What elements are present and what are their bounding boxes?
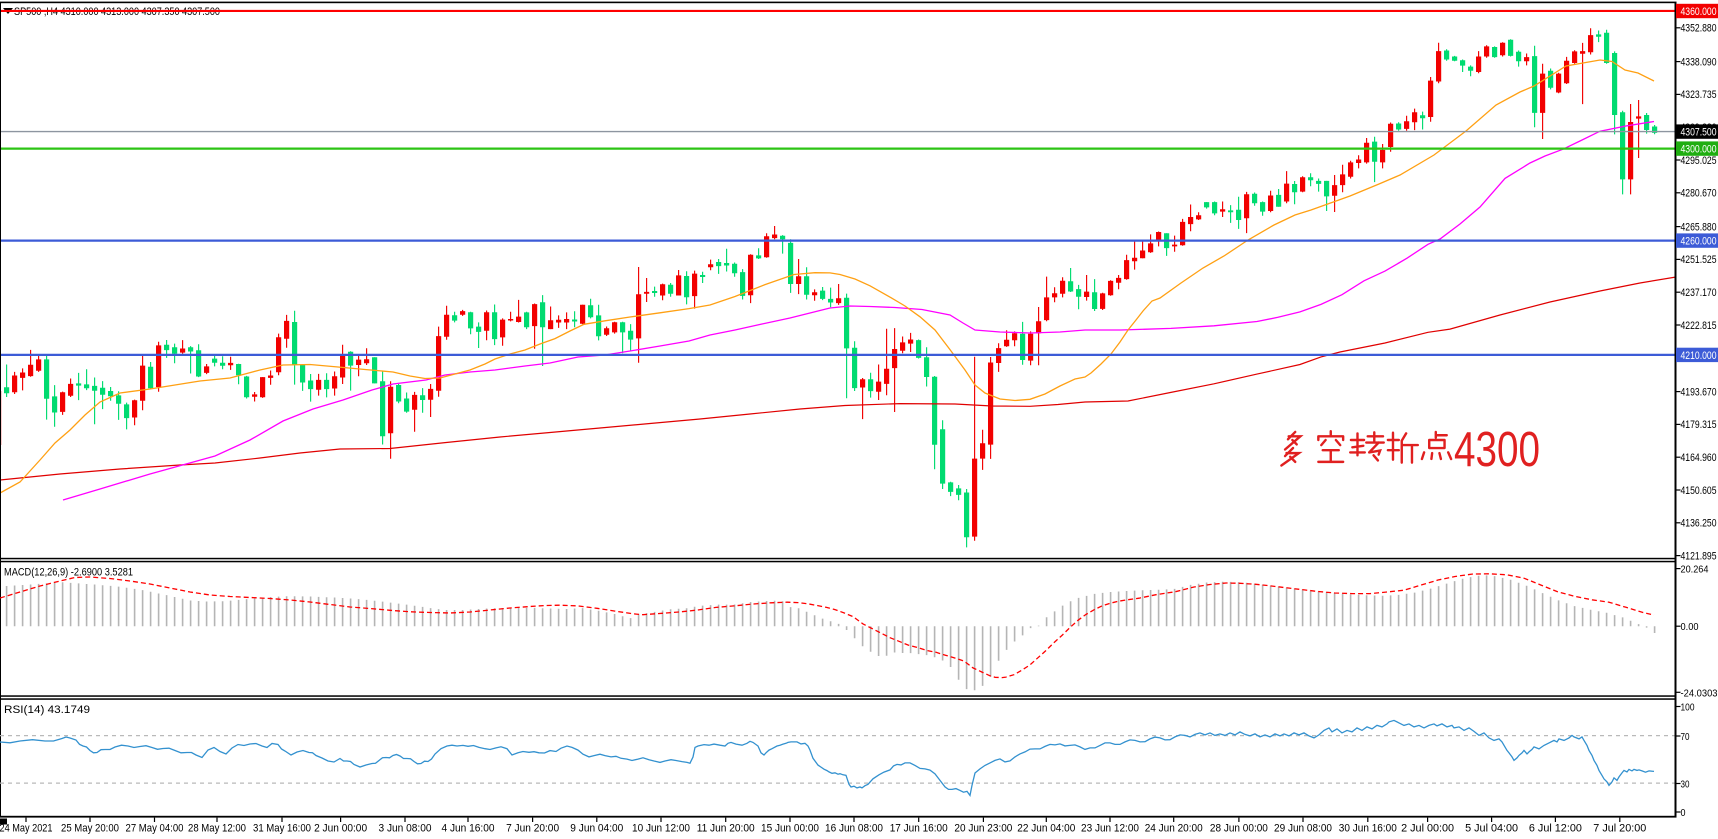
svg-text:4150.605: 4150.605: [1681, 485, 1717, 497]
svg-text:28 May 12:00: 28 May 12:00: [188, 823, 246, 835]
svg-text:RSI(14) 43.1749: RSI(14) 43.1749: [4, 704, 90, 716]
svg-text:4210.000: 4210.000: [1681, 350, 1717, 362]
svg-text:100: 100: [1681, 702, 1695, 714]
svg-text:4260.000: 4260.000: [1681, 236, 1717, 248]
svg-text:0.00: 0.00: [1681, 621, 1699, 633]
svg-text:11 Jun 20:00: 11 Jun 20:00: [697, 823, 755, 835]
svg-text:4300.000: 4300.000: [1681, 144, 1717, 156]
svg-text:30 Jun 16:00: 30 Jun 16:00: [1339, 823, 1397, 835]
svg-text:4280.670: 4280.670: [1681, 188, 1717, 200]
svg-text:70: 70: [1681, 731, 1690, 743]
svg-text:24 May 2021: 24 May 2021: [0, 823, 53, 835]
svg-text:7 Jun 20:00: 7 Jun 20:00: [506, 823, 559, 835]
svg-text:4352.880: 4352.880: [1681, 23, 1717, 35]
svg-text:4 Jun 16:00: 4 Jun 16:00: [442, 823, 495, 835]
svg-text:25 May 20:00: 25 May 20:00: [61, 823, 119, 835]
svg-text:4323.735: 4323.735: [1681, 89, 1717, 101]
svg-text:27 May 04:00: 27 May 04:00: [126, 823, 184, 835]
svg-text:30: 30: [1681, 779, 1690, 791]
svg-text:4164.960: 4164.960: [1681, 452, 1717, 464]
svg-text:SP500 ,H4 4310.000 4313.000 4: SP500 ,H4 4310.000 4313.000 4307.350 430…: [14, 6, 220, 18]
svg-text:10 Jun 12:00: 10 Jun 12:00: [632, 823, 690, 835]
svg-text:4360.000: 4360.000: [1681, 6, 1717, 18]
svg-text:4136.250: 4136.250: [1681, 518, 1717, 530]
svg-text:2 Jul 00:00: 2 Jul 00:00: [1401, 823, 1454, 835]
svg-text:29 Jun 08:00: 29 Jun 08:00: [1274, 823, 1332, 835]
svg-text:-24.0303: -24.0303: [1681, 687, 1718, 699]
svg-text:MACD(12,26,9) -2.6900 3.5281: MACD(12,26,9) -2.6900 3.5281: [4, 567, 133, 579]
svg-text:28 Jun 00:00: 28 Jun 00:00: [1210, 823, 1268, 835]
svg-text:17 Jun 16:00: 17 Jun 16:00: [890, 823, 948, 835]
svg-text:4300: 4300: [1454, 423, 1540, 477]
svg-text:3 Jun 08:00: 3 Jun 08:00: [379, 823, 432, 835]
svg-text:9 Jun 04:00: 9 Jun 04:00: [570, 823, 623, 835]
svg-text:4265.880: 4265.880: [1681, 221, 1717, 233]
svg-text:4295.025: 4295.025: [1681, 155, 1717, 167]
svg-text:4179.315: 4179.315: [1681, 419, 1717, 431]
svg-text:31 May 16:00: 31 May 16:00: [253, 823, 311, 835]
svg-text:20 Jun 23:00: 20 Jun 23:00: [954, 823, 1012, 835]
svg-text:20.264: 20.264: [1681, 564, 1709, 576]
svg-text:6 Jul 12:00: 6 Jul 12:00: [1529, 823, 1582, 835]
svg-text:4193.670: 4193.670: [1681, 386, 1717, 398]
svg-text:7 Jul 20:00: 7 Jul 20:00: [1593, 823, 1646, 835]
svg-text:2 Jun 00:00: 2 Jun 00:00: [314, 823, 367, 835]
svg-text:4307.500: 4307.500: [1681, 127, 1717, 139]
svg-text:4237.170: 4237.170: [1681, 287, 1717, 299]
svg-text:22 Jun 04:00: 22 Jun 04:00: [1017, 823, 1075, 835]
svg-text:4338.090: 4338.090: [1681, 56, 1717, 68]
svg-text:5 Jul 04:00: 5 Jul 04:00: [1465, 823, 1518, 835]
svg-text:4251.525: 4251.525: [1681, 254, 1717, 266]
svg-text:24 Jun 20:00: 24 Jun 20:00: [1145, 823, 1203, 835]
svg-text:4222.815: 4222.815: [1681, 320, 1717, 332]
svg-text:16 Jun 08:00: 16 Jun 08:00: [825, 823, 883, 835]
svg-text:0: 0: [1681, 807, 1686, 819]
svg-text:15 Jun 00:00: 15 Jun 00:00: [761, 823, 819, 835]
svg-text:4121.895: 4121.895: [1681, 550, 1717, 562]
svg-text:23 Jun 12:00: 23 Jun 12:00: [1081, 823, 1139, 835]
